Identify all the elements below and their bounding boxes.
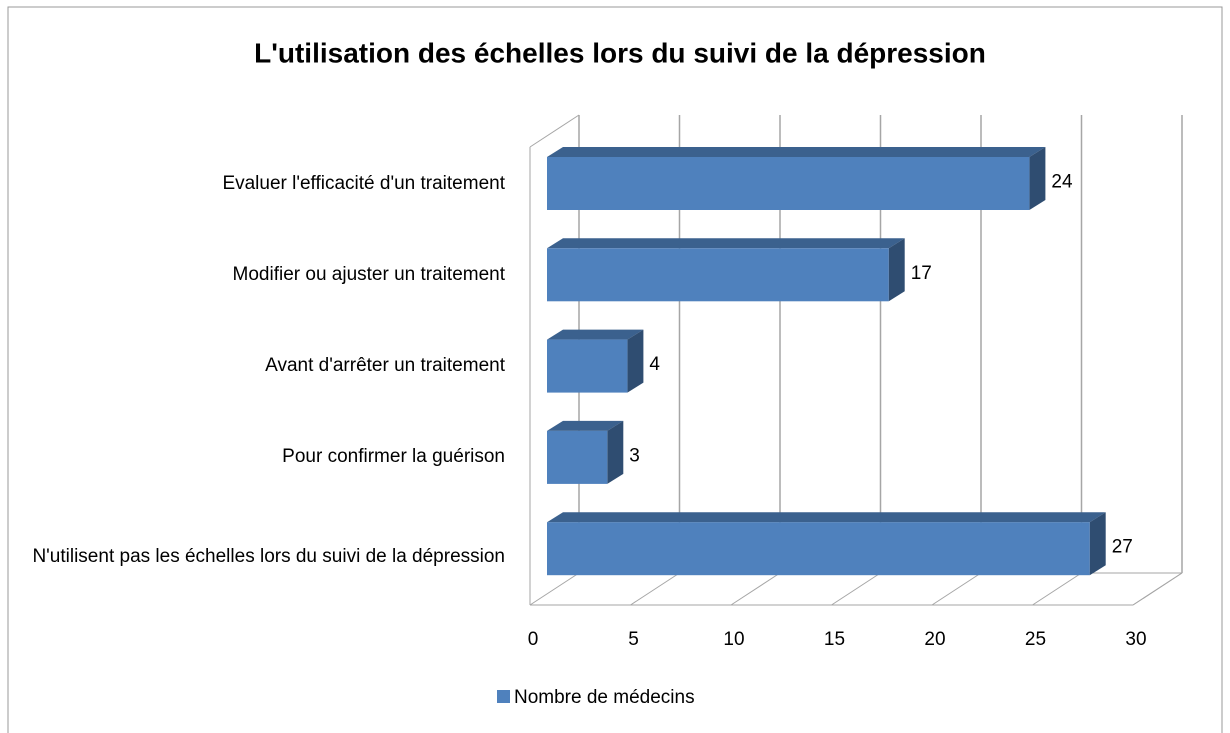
bar (547, 522, 1090, 576)
bar-side (1029, 147, 1046, 210)
category-label-box: N'utilisent pas les échelles lors du sui… (5, 527, 505, 587)
floor-grid-line (1132, 572, 1183, 606)
x-tick-label: 25 (1025, 629, 1046, 650)
x-tick-label: 10 (723, 629, 744, 650)
bar-side (607, 420, 624, 484)
category-label-box: Modifier ou ajuster un traitement (5, 245, 505, 305)
chart-title: L'utilisation des échelles lors du suivi… (254, 37, 986, 68)
wall-edge (529, 114, 580, 148)
value-label: 4 (649, 354, 660, 375)
bar-side (1089, 512, 1106, 576)
bar-top (547, 147, 1046, 157)
y-tick-label: Pour confirmer la guérison (282, 446, 505, 468)
category-label-box: Evaluer l'efficacité d'un traitement (5, 154, 505, 214)
bar-top (547, 420, 624, 431)
floor-grid-line (529, 572, 580, 606)
floor-grid-line (1032, 572, 1082, 606)
floor-grid-line (630, 572, 680, 606)
bar (547, 430, 608, 484)
bar (547, 339, 628, 393)
x-tick-label: 5 (628, 629, 639, 650)
legend-label: Nombre de médecins (514, 687, 695, 708)
floor-grid-line (730, 572, 781, 606)
floor-grid-line (931, 572, 982, 606)
floor-grid-line (831, 572, 881, 606)
x-tick-label: 0 (528, 629, 539, 650)
x-tick-label: 15 (824, 629, 845, 650)
bar-top (547, 512, 1106, 523)
value-label: 24 (1051, 172, 1073, 193)
category-label-box: Pour confirmer la guérison (5, 427, 505, 487)
category-label-box: Avant d'arrêter un traitement (5, 336, 505, 396)
value-label: 3 (629, 445, 640, 466)
bar-top (547, 329, 644, 340)
bar-top (547, 238, 905, 249)
legend-swatch (497, 690, 510, 703)
y-tick-label: Avant d'arrêter un traitement (265, 355, 505, 377)
bar-side (627, 329, 644, 393)
x-tick-label: 20 (924, 629, 945, 650)
bar (547, 157, 1030, 210)
chart-border (7, 6, 1223, 733)
x-tick-label: 30 (1125, 629, 1146, 650)
bar-side (888, 238, 905, 302)
value-label: 27 (1112, 537, 1133, 558)
bar (547, 248, 889, 302)
value-label: 17 (911, 263, 932, 284)
y-tick-label: Evaluer l'efficacité d'un traitement (222, 172, 505, 194)
y-tick-label: N'utilisent pas les échelles lors du sui… (32, 545, 505, 567)
y-tick-label: Modifier ou ajuster un traitement (232, 263, 505, 285)
